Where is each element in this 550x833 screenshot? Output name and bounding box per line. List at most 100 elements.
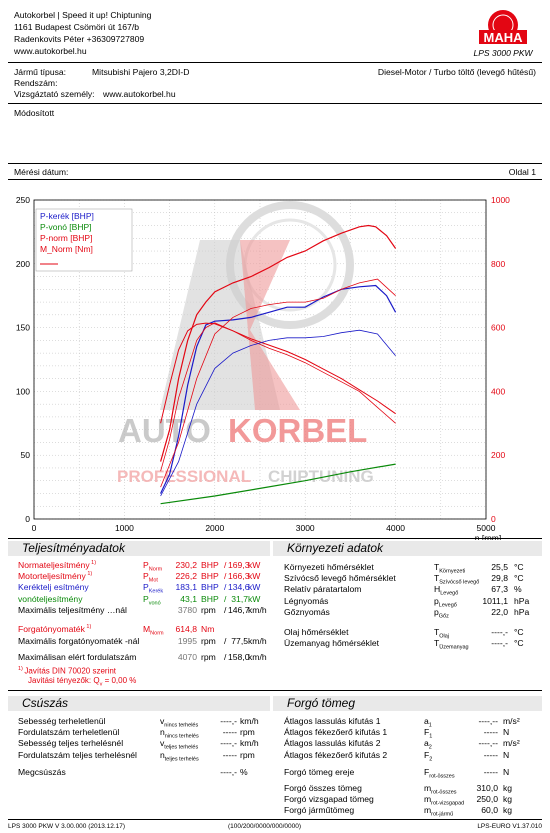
perf-symbol: PMot <box>143 571 158 584</box>
env-value: 25,5 <box>491 562 508 572</box>
env-label: Légnyomás <box>284 595 329 606</box>
plot-frame <box>33 199 487 520</box>
mass-symbol: Frot-összes <box>424 766 455 780</box>
perf-symbol: Pvonó <box>143 593 161 607</box>
max-rpm-unit-1: rpm <box>201 652 216 662</box>
slip-label: Megcsúszás <box>18 766 66 777</box>
env-value: ----,- <box>491 638 508 649</box>
torque-value: 614,8 <box>175 624 197 634</box>
company-header: Autokorbel | Speed it up! Chiptuning 116… <box>14 9 151 57</box>
env-symbol: TÜzemanyag <box>434 638 469 651</box>
correction-note: Javitási tényezők: Qv = 0,00 % <box>28 676 137 688</box>
env-label: Üzemanyag hőmérséklet <box>284 638 380 649</box>
torque-symbol: MNorm <box>143 624 164 637</box>
perf-unit-1: BHP <box>201 593 219 604</box>
mass-label: Átlagos lassulás kifutás 1 <box>284 716 381 726</box>
mass-label: Forgó tömeg ereje <box>284 766 355 777</box>
mass-label: Forgó járműtömeg <box>284 805 355 816</box>
perf-value-1: 230,2 <box>175 560 197 570</box>
logo-text: MAHA <box>484 30 524 45</box>
mass-value: ----- <box>483 749 498 760</box>
slip-value: ----,- <box>220 766 237 777</box>
perf-unit-2: kW <box>248 593 261 604</box>
env-value: 29,8 <box>491 573 508 584</box>
reg-label: Rendszám: <box>14 78 58 88</box>
mass-symbol: a1 <box>424 716 432 729</box>
modified-label: Módosított <box>14 108 55 118</box>
slip-unit: rpm <box>240 727 255 738</box>
x-tick-label: 4000 <box>386 523 405 533</box>
slip-title: Csúszás <box>8 696 270 711</box>
slip-value: ----,- <box>220 738 237 749</box>
y-right-tick-label: 600 <box>491 323 505 333</box>
company-website: www.autokorbel.hu <box>14 46 87 56</box>
series-line-5 <box>160 278 396 488</box>
slip-value: ----,- <box>220 716 237 726</box>
company-address: 1161 Budapest Csömöri út 167/b <box>14 22 140 32</box>
perf-sep: / <box>224 571 227 582</box>
torque-rpm-unit-1: rpm <box>201 636 216 646</box>
perf-value-2: 31,7 <box>231 593 248 604</box>
series-line-6 <box>160 329 396 497</box>
env-symbol: TOlaj <box>434 627 450 640</box>
slip-symbol: nnincs terhelés <box>160 727 199 740</box>
slip-label: Sebesség teljes terhelésnél <box>18 738 124 749</box>
y-left-tick-label: 200 <box>16 259 30 269</box>
slip-symbol: vnincs terhelés <box>160 716 199 729</box>
env-label: Relatív páratartalom <box>284 584 362 595</box>
watermark-auto: AUTO <box>118 412 211 449</box>
mass-unit: kg <box>503 783 513 793</box>
perf-unit-2: kW <box>248 571 261 582</box>
perf-value-2: 169,3 <box>228 560 250 570</box>
legend-box <box>35 208 133 272</box>
perf-symbol: PKerék <box>143 582 164 596</box>
x-tick-label: 2000 <box>205 523 224 533</box>
slip-symbol: vteljes terhelés <box>160 738 199 752</box>
perf-label: Keréktelj esítmény <box>18 582 89 593</box>
env-unit: °C <box>514 638 524 649</box>
legend-entry: P-vonó [BHP] <box>40 222 92 232</box>
mass-unit: N <box>503 749 510 760</box>
env-value: 1011,1 <box>482 595 508 606</box>
mass-label: Átlagos fékezőerő kifutás 2 <box>284 749 388 760</box>
x-tick-label: 5000 <box>477 523 496 533</box>
env-title: Környezeti adatok <box>273 541 542 556</box>
env-unit: hPa <box>514 606 530 617</box>
mass-value: ----- <box>483 766 498 777</box>
perf-unit-2: kW <box>248 582 261 593</box>
x-axis-unit: n [rpm] <box>475 533 501 540</box>
mass-value: ----,-- <box>478 738 498 749</box>
mass-symbol: mrot-összes <box>424 783 457 796</box>
max-rpm-label: Maximálisan elért fordulatszám <box>18 652 137 662</box>
torque-label: Forgatónyomaték 1) <box>18 624 92 634</box>
torque-rpm-value-2: 77,5 <box>231 636 248 646</box>
maha-logo: MAHA LPS 3000 PKW <box>463 6 543 62</box>
env-value: ----,- <box>491 627 508 637</box>
legend-entry: P-kerék [BHP] <box>40 211 94 221</box>
slip-unit: km/h <box>240 738 259 749</box>
mass-value: 250,0 <box>476 794 498 805</box>
mass-value: 310,0 <box>476 783 498 793</box>
y-right-tick-label: 1000 <box>491 195 510 205</box>
model-name: LPS 3000 PKW <box>473 48 533 58</box>
perf-unit-1: BHP <box>201 582 219 593</box>
mass-symbol: mrot-jármű <box>424 805 454 819</box>
perf-title: Teljesítményadatok <box>8 541 270 556</box>
torque-unit: Nm <box>201 624 215 634</box>
footer-version: LPS 3000 PKW V 3.00.000 (2013.12.17) <box>8 823 126 830</box>
perf-label: Motorteljesítmény 1) <box>18 571 93 582</box>
env-symbol: TKörnyezeti <box>434 562 466 575</box>
company-name: Autokorbel | Speed it up! Chiptuning <box>14 10 152 20</box>
perf-unit-1: BHP <box>201 560 219 570</box>
mass-unit: kg <box>503 805 513 816</box>
env-symbol: TSzívócső levegő <box>434 573 480 586</box>
y-right-tick-label: 200 <box>491 450 505 460</box>
vehicle-type-label: Jármű típusa: <box>14 67 67 77</box>
perf-value-1: 226,2 <box>175 571 197 582</box>
slip-symbol: nteljes terhelés <box>160 749 199 763</box>
perf-value-2: 166,3 <box>228 571 250 582</box>
perf-label: vonóteljesítmény <box>18 593 83 604</box>
perf-label: Maximális teljesítmény …nál <box>18 604 127 615</box>
slip-value: ----- <box>222 749 237 760</box>
